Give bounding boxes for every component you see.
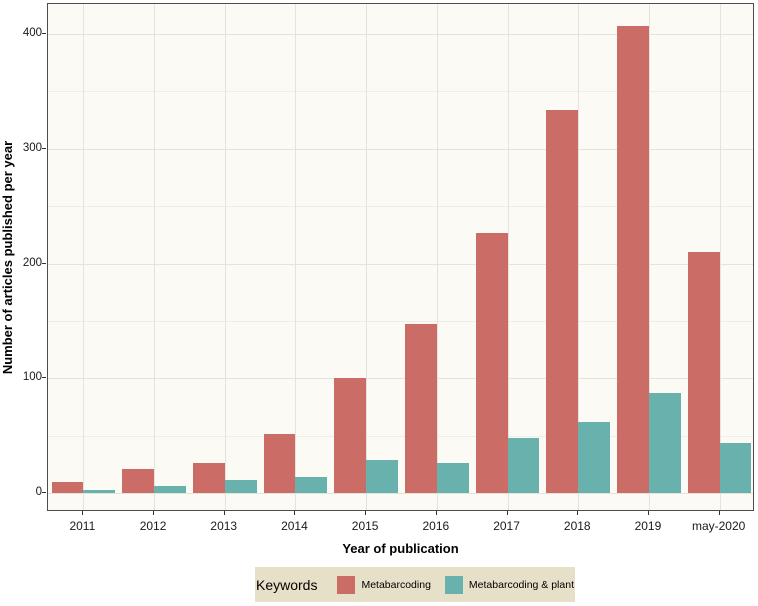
x-tick-label: 2014	[281, 519, 308, 533]
bar-metabarcoding-plant-may-2020	[719, 442, 752, 493]
x-tick-mark	[577, 511, 579, 515]
x-tick-label: 2012	[139, 519, 167, 533]
x-tick-mark	[365, 511, 367, 515]
gridline-vertical	[507, 4, 509, 510]
y-tick-label: 100	[22, 371, 42, 384]
gridline-vertical	[154, 4, 156, 510]
bar-metabarcoding-2012	[122, 468, 155, 493]
x-tick-label: 2017	[493, 519, 520, 533]
bar-metabarcoding-2014	[263, 434, 296, 493]
gridline-vertical	[719, 4, 721, 510]
legend-label: Metabarcoding & plant	[468, 578, 574, 591]
bar-metabarcoding-plant-2018	[578, 421, 611, 493]
bar-metabarcoding-2016	[405, 324, 437, 493]
x-tick-label: 2016	[422, 519, 450, 533]
bar-metabarcoding-2018	[546, 109, 579, 493]
bar-metabarcoding-plant-2017	[507, 437, 540, 493]
x-tick-mark	[294, 511, 296, 515]
gridline-minor	[48, 206, 753, 208]
legend-entry: Metabarcoding & plant	[444, 575, 574, 594]
gridline-vertical	[83, 4, 85, 510]
legend-title: Keywords	[255, 576, 318, 593]
bar-metabarcoding-plant-2016	[436, 463, 469, 493]
y-axis-ticks: 0 100 200 300 400	[0, 3, 46, 511]
y-tick-label: 0	[35, 486, 42, 498]
y-tick-mark	[42, 147, 46, 149]
x-tick-label: 2018	[563, 519, 591, 533]
x-tick-label: 2015	[351, 519, 379, 533]
y-tick-label: 400	[22, 27, 42, 39]
y-tick-label: 200	[22, 256, 42, 269]
y-tick-mark	[42, 377, 46, 379]
gridline-minor	[48, 435, 753, 437]
y-tick-label: 300	[22, 141, 42, 154]
x-tick-label: 2019	[634, 519, 662, 533]
gridline-vertical	[224, 4, 226, 510]
gridline-major	[48, 263, 753, 265]
legend-swatch-icon	[337, 575, 356, 594]
bar-metabarcoding-plant-2011	[83, 489, 116, 493]
gridline-major	[48, 378, 753, 380]
legend: Keywords Metabarcoding Metabarcoding & pl…	[255, 567, 575, 602]
gridline-vertical	[648, 4, 650, 510]
bar-metabarcoding-plant-2014	[295, 476, 328, 493]
x-tick-mark	[223, 511, 225, 515]
x-tick-label: 2013	[210, 519, 238, 533]
x-axis-ticks: 2011 2012 2013 2014 2015 2016 2017 2018 2019 may-…	[47, 511, 754, 539]
x-tick-mark	[506, 511, 508, 515]
bar-metabarcoding-plant-2013	[224, 480, 257, 493]
gridline-minor	[48, 320, 753, 322]
bar-metabarcoding-2015	[334, 378, 367, 493]
x-tick-mark	[718, 511, 720, 515]
gridline-minor	[48, 91, 753, 93]
legend-label: Metabarcoding	[361, 578, 431, 591]
x-tick-mark	[153, 511, 155, 515]
legend-entry: Metabarcoding	[337, 575, 431, 594]
gridline-vertical	[436, 4, 438, 510]
y-tick-mark	[42, 262, 46, 264]
bar-metabarcoding-2019	[617, 25, 649, 493]
plot-panel	[47, 3, 754, 511]
gridline-vertical	[295, 4, 297, 510]
x-tick-label: may-2020	[691, 519, 746, 533]
gridline-major	[48, 493, 753, 494]
bar-metabarcoding-2011	[51, 481, 84, 493]
bar-metabarcoding-plant-2012	[154, 486, 186, 493]
bar-metabarcoding-2013	[192, 463, 225, 493]
legend-swatch-icon	[444, 575, 463, 594]
gridline-vertical	[366, 4, 368, 510]
x-tick-mark	[82, 511, 84, 515]
gridline-major	[48, 148, 753, 150]
gridline-major	[48, 34, 753, 35]
x-tick-mark	[435, 511, 437, 515]
x-tick-label: 2011	[69, 519, 96, 533]
bar-metabarcoding-plant-2015	[366, 459, 398, 493]
y-tick-mark	[42, 33, 46, 34]
x-tick-mark	[647, 511, 649, 515]
bar-metabarcoding-may-2020	[687, 252, 720, 493]
bar-metabarcoding-2017	[475, 232, 508, 493]
bar-metabarcoding-plant-2019	[648, 393, 681, 493]
x-axis-title: Year of publication	[342, 541, 459, 556]
gridline-vertical	[578, 4, 580, 510]
y-tick-mark	[42, 492, 46, 493]
